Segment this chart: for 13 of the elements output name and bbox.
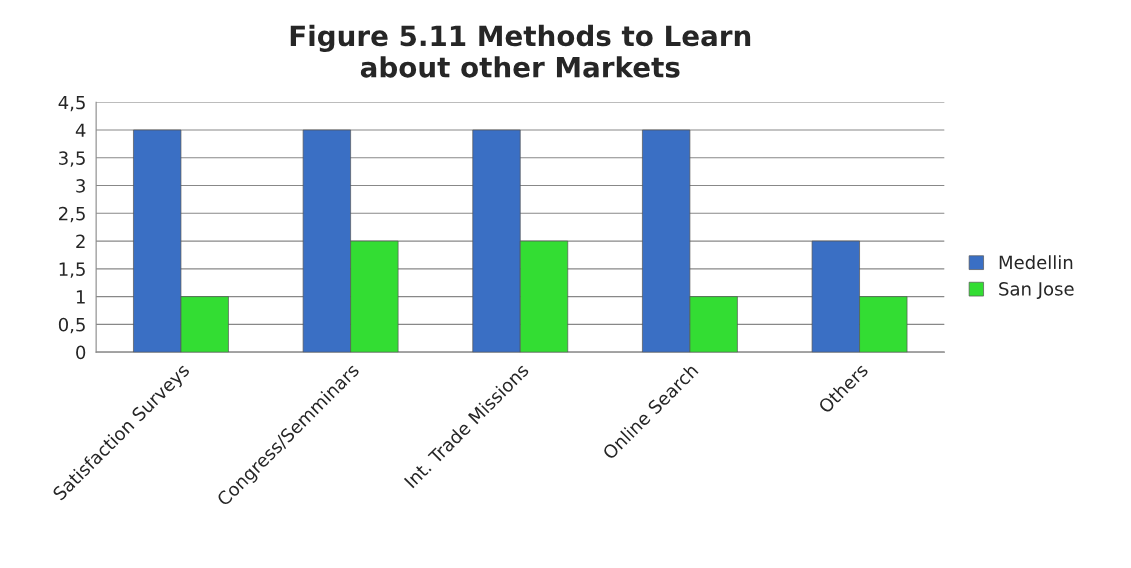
y-tick-label: 4: [75, 123, 86, 137]
y-tick-label: 3: [76, 179, 85, 193]
y-tick-label: 2,5: [59, 206, 85, 223]
legend-label: San Jose: [999, 282, 1074, 300]
legend-label: Medellin: [999, 255, 1073, 270]
y-tick-label: 0,5: [58, 317, 85, 334]
y-tick-label: 1: [76, 290, 85, 304]
y-tick-label: 4,5: [58, 95, 85, 112]
y-tick-label: 3,5: [59, 151, 85, 167]
chart-title: Figure 5.11 Methods to Learn about other Markets: [290, 24, 751, 78]
y-tick-label: 1,5: [59, 262, 85, 278]
y-tick-label: 0: [76, 345, 86, 360]
y-tick-label: 2: [76, 234, 85, 248]
